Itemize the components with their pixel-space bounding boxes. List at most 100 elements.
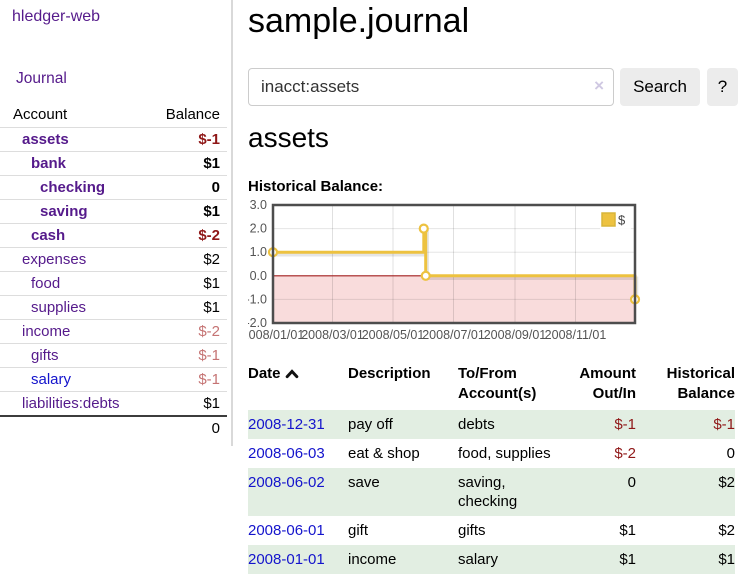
sidebar-account-link-checking[interactable]: checking	[40, 179, 106, 196]
help-button[interactable]: ?	[707, 68, 738, 106]
transaction-amount: $-2	[614, 445, 636, 462]
search-button[interactable]: Search	[620, 68, 700, 106]
account-balance: $1	[140, 271, 227, 296]
account-balance: $1	[140, 295, 227, 320]
transaction-date-link[interactable]: 2008-01-01	[248, 551, 325, 568]
account-row: supplies $1	[0, 295, 227, 320]
account-name-cell: gifts	[0, 343, 141, 368]
search-input[interactable]	[248, 68, 614, 106]
register-header-date-label: Date	[248, 365, 281, 382]
sidebar-account-link-bank[interactable]: bank	[31, 155, 67, 172]
transaction-accounts: debts	[458, 416, 495, 433]
sort-ascending-icon	[285, 365, 299, 385]
transaction-description: pay off	[348, 416, 393, 433]
transaction-accounts: salary	[458, 551, 499, 568]
account-row: saving $1	[0, 199, 227, 224]
clear-search-icon[interactable]: ×	[594, 76, 604, 95]
historical-balance-chart: 3.0 2.0 1.0 0.0 -1.0 -2.02008/01/012008/03/01…	[242, 198, 742, 348]
account-balance: $-1	[140, 367, 227, 392]
sidebar-account-link-salary[interactable]: salary	[31, 371, 72, 388]
accounts-table-body: assets $-1 bank $1 checking 0 saving $1 cash $-2 e…	[0, 127, 227, 416]
chart-canvas: 3.0 2.0 1.0 0.0 -1.0 -2.02008/01/012008/03/01…	[242, 198, 641, 342]
account-row: salary $-1	[0, 367, 227, 392]
register-header-balance: Historical Balance	[666, 365, 735, 402]
transaction-accounts: food, supplies	[458, 445, 551, 462]
transaction-date-link[interactable]: 2008-12-31	[248, 416, 325, 433]
register-header-date[interactable]: Date	[248, 360, 348, 410]
account-row: gifts $-1	[0, 343, 227, 368]
account-name-cell: salary	[0, 367, 141, 392]
transaction-description: save	[348, 474, 380, 491]
account-row: food $1	[0, 271, 227, 296]
account-row: expenses $2	[0, 247, 227, 272]
transaction-date-cell: 2008-06-01	[248, 516, 348, 545]
svg-text:2008/11/01: 2008/11/01	[545, 328, 607, 342]
svg-text:2.0: 2.0	[250, 222, 267, 236]
sidebar-account-link-assets[interactable]: assets	[22, 131, 69, 148]
account-balance: $-1	[140, 127, 227, 152]
legend-swatch	[601, 212, 616, 227]
transaction-balance: $-1	[713, 416, 735, 433]
register-table: Date Description To/From Account(s) Amou…	[248, 360, 735, 574]
search-bar: × Search ?	[248, 68, 742, 106]
account-row: assets $-1	[0, 127, 227, 152]
brand-link[interactable]: hledger-web	[12, 8, 101, 25]
accounts-total-row: 0	[0, 415, 227, 440]
accounts-header-row: Account Balance	[0, 102, 227, 128]
account-name-cell: liabilities:debts	[0, 391, 141, 416]
sidebar-account-link-saving[interactable]: saving	[40, 203, 88, 220]
svg-text:2008/09/01: 2008/09/01	[484, 328, 547, 342]
transaction-accounts: saving, checking	[458, 474, 518, 510]
accounts-header-account: Account	[13, 106, 68, 123]
transaction-date-link[interactable]: 2008-06-03	[248, 445, 325, 462]
transaction-date-cell: 2008-01-01	[248, 545, 348, 574]
sidebar-account-link-expenses[interactable]: expenses	[22, 251, 87, 268]
transaction-date-cell: 2008-06-02	[248, 468, 348, 516]
register-table-body: 2008-12-31 pay off debts $-1 $-1 2008-06-03 ea…	[248, 410, 735, 574]
sidebar-account-link-cash[interactable]: cash	[31, 227, 66, 244]
transaction-row: 2008-06-03 eat & shop food, supplies $-2 0	[248, 439, 735, 468]
account-balance: $-1	[140, 343, 227, 368]
sidebar-account-link-liabilities-debts[interactable]: liabilities:debts	[22, 395, 120, 412]
transaction-row: 2008-12-31 pay off debts $-1 $-1	[248, 410, 735, 439]
account-balance: $-2	[140, 223, 227, 248]
svg-text:2008/01/01: 2008/01/01	[248, 328, 304, 342]
svg-text:0.0: 0.0	[250, 269, 267, 283]
account-balance: $1	[140, 199, 227, 224]
sidebar-item-journal[interactable]: Journal	[16, 70, 67, 87]
account-name-cell: saving	[0, 199, 141, 224]
search-input-wrap: ×	[248, 68, 614, 106]
transaction-balance: $1	[718, 551, 735, 568]
sidebar-account-link-income[interactable]: income	[22, 323, 71, 340]
account-row: income $-2	[0, 319, 227, 344]
transaction-accounts: gifts	[458, 522, 486, 539]
register-header-row: Date Description To/From Account(s) Amou…	[248, 360, 735, 410]
transaction-date-cell: 2008-12-31	[248, 410, 348, 439]
transaction-description: gift	[348, 522, 369, 539]
account-name-cell: cash	[0, 223, 141, 248]
register-header-accounts: To/From Account(s)	[458, 365, 537, 402]
transaction-amount: 0	[627, 474, 636, 491]
transaction-date-link[interactable]: 2008-06-01	[248, 522, 325, 539]
sidebar-account-link-supplies[interactable]: supplies	[31, 299, 87, 316]
negative-region	[273, 275, 635, 323]
account-name-cell: supplies	[0, 295, 141, 320]
accounts-table: Account Balance assets $-1 bank $1 checking 0…	[0, 102, 227, 440]
transaction-amount: $1	[619, 551, 636, 568]
sidebar-account-link-food[interactable]: food	[31, 275, 61, 292]
account-row: checking 0	[0, 175, 227, 200]
register-header-description: Description	[348, 365, 431, 382]
svg-text:2008/07/01: 2008/07/01	[422, 328, 485, 342]
account-balance: 0	[140, 175, 227, 200]
transaction-row: 2008-01-01 income salary $1 $1	[248, 545, 735, 574]
svg-text:2008/03/01: 2008/03/01	[301, 328, 364, 342]
account-row: bank $1	[0, 151, 227, 176]
account-balance: $1	[140, 151, 227, 176]
transaction-date-link[interactable]: 2008-06-02	[248, 474, 325, 491]
svg-text:-1.0: -1.0	[248, 292, 267, 306]
transaction-amount: $-1	[614, 416, 636, 433]
accounts-header-balance: Balance	[165, 106, 220, 123]
sidebar-account-link-gifts[interactable]: gifts	[31, 347, 59, 364]
account-name-cell: checking	[0, 175, 141, 200]
data-point-marker	[418, 223, 429, 234]
